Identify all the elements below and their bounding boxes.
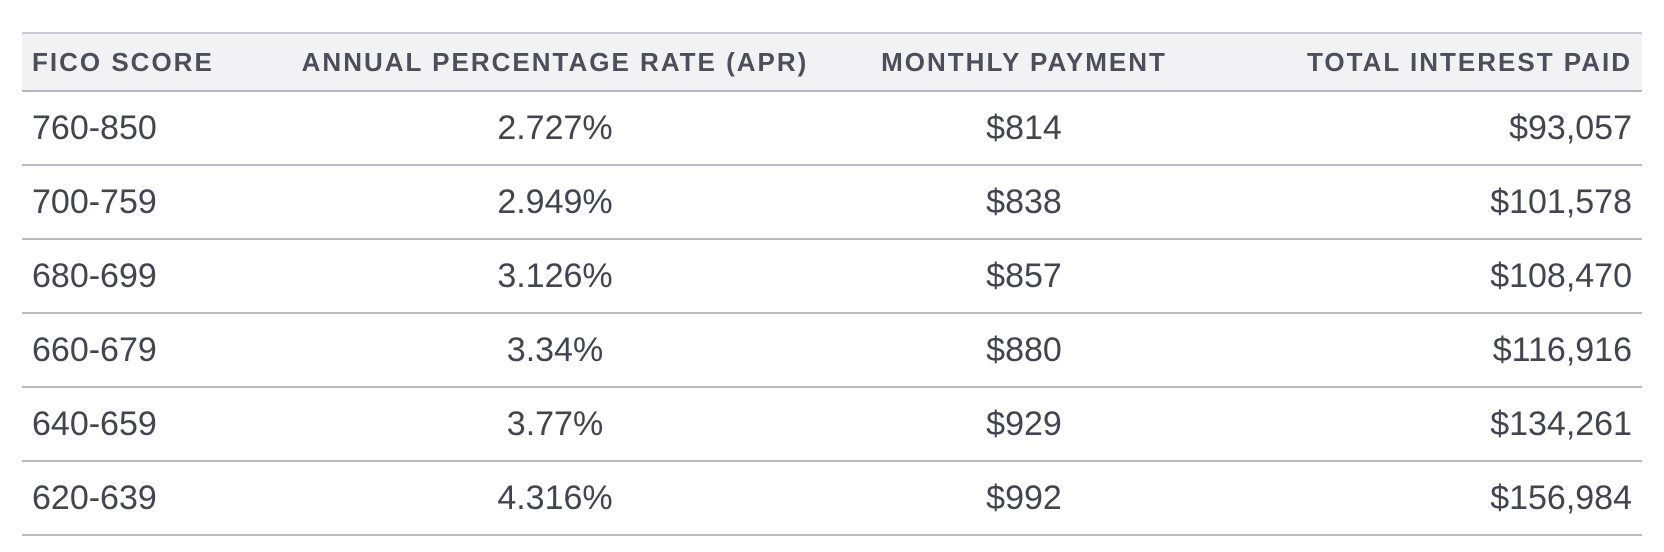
fico-rates-table: FICO SCORE ANNUAL PERCENTAGE RATE (APR) … (22, 32, 1642, 536)
cell-fico-score: 660-679 (22, 313, 268, 388)
table-row: 760-850 2.727% $814 $93,057 (22, 91, 1642, 166)
cell-fico-score: 700-759 (22, 165, 268, 240)
table-row: 700-759 2.949% $838 $101,578 (22, 165, 1642, 240)
cell-apr: 3.126% (268, 239, 842, 314)
table-header: FICO SCORE ANNUAL PERCENTAGE RATE (APR) … (22, 32, 1642, 92)
table-row: 680-699 3.126% $857 $108,470 (22, 239, 1642, 314)
header-row: FICO SCORE ANNUAL PERCENTAGE RATE (APR) … (22, 32, 1642, 92)
header-total-interest: TOTAL INTEREST PAID (1206, 32, 1642, 92)
header-fico-score: FICO SCORE (22, 32, 268, 92)
cell-total-interest: $116,916 (1206, 313, 1642, 388)
cell-apr: 2.727% (268, 91, 842, 166)
cell-total-interest: $134,261 (1206, 387, 1642, 462)
cell-fico-score: 680-699 (22, 239, 268, 314)
cell-apr: 3.77% (268, 387, 842, 462)
cell-fico-score: 620-639 (22, 461, 268, 536)
cell-total-interest: $156,984 (1206, 461, 1642, 536)
cell-apr: 2.949% (268, 165, 842, 240)
cell-apr: 4.316% (268, 461, 842, 536)
cell-monthly-payment: $992 (842, 461, 1206, 536)
cell-monthly-payment: $814 (842, 91, 1206, 166)
table-row: 620-639 4.316% $992 $156,984 (22, 461, 1642, 536)
cell-apr: 3.34% (268, 313, 842, 388)
cell-total-interest: $108,470 (1206, 239, 1642, 314)
cell-monthly-payment: $857 (842, 239, 1206, 314)
cell-fico-score: 640-659 (22, 387, 268, 462)
cell-total-interest: $101,578 (1206, 165, 1642, 240)
table-row: 640-659 3.77% $929 $134,261 (22, 387, 1642, 462)
cell-fico-score: 760-850 (22, 91, 268, 166)
header-apr: ANNUAL PERCENTAGE RATE (APR) (268, 32, 842, 92)
cell-total-interest: $93,057 (1206, 91, 1642, 166)
header-monthly-payment: MONTHLY PAYMENT (842, 32, 1206, 92)
table-row: 660-679 3.34% $880 $116,916 (22, 313, 1642, 388)
cell-monthly-payment: $880 (842, 313, 1206, 388)
cell-monthly-payment: $838 (842, 165, 1206, 240)
rates-table-container: FICO SCORE ANNUAL PERCENTAGE RATE (APR) … (22, 32, 1642, 536)
cell-monthly-payment: $929 (842, 387, 1206, 462)
table-body: 760-850 2.727% $814 $93,057 700-759 2.94… (22, 91, 1642, 536)
